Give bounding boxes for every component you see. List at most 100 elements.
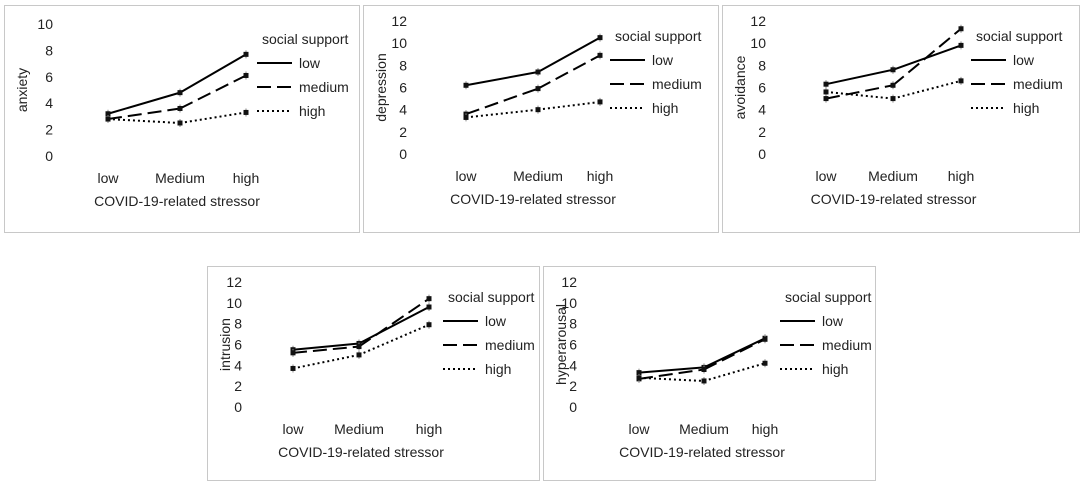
y-tick-label: 2 xyxy=(234,378,242,394)
series-medium xyxy=(823,24,964,103)
x-axis-label: COVID-19-related stressor xyxy=(278,444,444,460)
chart-panel-intrusion: 0 2 4 6 8 10 12 intrusion low Medium high COVID-19-… xyxy=(207,266,540,481)
x-tick-label: Medium xyxy=(679,421,729,437)
x-axis-label: COVID-19-related stressor xyxy=(811,191,977,207)
data-point xyxy=(535,69,541,75)
series-line-segment xyxy=(892,79,962,100)
legend-label: medium xyxy=(485,337,535,353)
data-point xyxy=(463,114,469,120)
series-line-segment xyxy=(465,70,539,87)
data-point xyxy=(958,78,964,84)
legend-label: low xyxy=(822,313,844,329)
chart-panel-avoidance: 0 2 4 6 8 10 12 avoidance low Medium high COVID-19-… xyxy=(722,5,1080,233)
y-tick-label: 0 xyxy=(758,146,766,162)
y-tick-label: 8 xyxy=(234,316,242,332)
legend-label: high xyxy=(485,361,511,377)
chart-svg: 0 2 4 6 8 10 anxiety low Medium high COVID-19-rela… xyxy=(14,16,349,209)
series-line-segment xyxy=(179,74,247,110)
chart-panel-hyperarousal: 0 2 4 6 8 10 12 hyperarousal low Medium high COVID-… xyxy=(543,266,876,481)
legend-title: social support xyxy=(976,28,1062,44)
y-tick-label: 8 xyxy=(758,57,766,73)
series-high xyxy=(105,108,249,127)
series-line-segment xyxy=(537,100,601,111)
series-high xyxy=(636,359,768,385)
data-point xyxy=(105,116,111,122)
y-tick-label: 4 xyxy=(45,95,53,111)
series-line-segment xyxy=(465,108,539,119)
series-line-segment xyxy=(638,376,705,382)
data-point xyxy=(890,82,896,88)
y-tick-label: 6 xyxy=(399,80,407,96)
data-point xyxy=(597,35,603,41)
chart-panel-anxiety: 0 2 4 6 8 10 anxiety low Medium high COVID-19-rela… xyxy=(4,5,360,233)
series-line-segment xyxy=(703,338,766,371)
data-point xyxy=(426,296,432,302)
y-tick-label: 6 xyxy=(234,337,242,353)
data-point xyxy=(762,336,768,342)
y-tick-label: 4 xyxy=(758,102,766,118)
series-line-segment xyxy=(703,337,766,369)
y-tick-label: 4 xyxy=(569,357,577,373)
x-tick-label: Medium xyxy=(334,421,384,437)
data-point xyxy=(177,90,183,96)
y-tick-label: 10 xyxy=(750,35,766,51)
data-point xyxy=(426,322,432,328)
series-line-segment xyxy=(537,54,601,90)
x-tick-label: low xyxy=(282,421,304,437)
data-point xyxy=(243,109,249,115)
series-line-segment xyxy=(825,90,894,100)
data-point xyxy=(636,370,642,376)
series-line-segment xyxy=(892,27,962,87)
y-tick-label: 8 xyxy=(45,42,53,58)
series-line-segment xyxy=(107,107,181,121)
legend-label: medium xyxy=(822,337,872,353)
chart-svg: 0 2 4 6 8 10 12 avoidance low Medium high COVID-19-… xyxy=(732,13,1063,207)
series-line-segment xyxy=(292,353,360,370)
series-line-segment xyxy=(537,36,601,73)
legend-label: medium xyxy=(299,79,349,95)
legend-label: low xyxy=(1013,52,1035,68)
legend-label: low xyxy=(485,313,507,329)
x-tick-label: low xyxy=(815,168,837,184)
series-line-segment xyxy=(358,306,430,345)
series-high xyxy=(823,76,964,103)
data-point xyxy=(958,26,964,32)
x-tick-label: high xyxy=(752,421,778,437)
x-tick-label: high xyxy=(233,170,259,186)
y-tick-label: 6 xyxy=(45,69,53,85)
chart-svg: 0 2 4 6 8 10 12 intrusion low Medium high COVID-19-… xyxy=(217,274,535,460)
data-point xyxy=(356,344,362,350)
y-tick-label: 6 xyxy=(569,337,577,353)
x-axis-label: COVID-19-related stressor xyxy=(94,193,260,209)
data-point xyxy=(823,96,829,102)
series-line-segment xyxy=(292,342,360,351)
series-line-segment xyxy=(465,87,539,116)
legend-label: low xyxy=(652,52,674,68)
series-low xyxy=(463,33,603,90)
legend-label: high xyxy=(652,100,678,116)
legend-label: high xyxy=(299,103,325,119)
y-tick-label: 8 xyxy=(569,316,577,332)
y-tick-label: 12 xyxy=(391,13,407,29)
series-medium xyxy=(636,335,768,383)
data-point xyxy=(290,365,296,371)
data-point xyxy=(105,111,111,117)
y-tick-label: 0 xyxy=(45,148,53,164)
series-line-segment xyxy=(638,366,705,374)
chart-svg: 0 2 4 6 8 10 12 depression low Medium high COVID-19… xyxy=(373,13,702,207)
x-tick-label: high xyxy=(587,168,613,184)
data-point xyxy=(535,107,541,113)
x-tick-label: low xyxy=(455,168,477,184)
y-tick-label: 0 xyxy=(399,146,407,162)
legend-title: social support xyxy=(262,31,348,47)
data-point xyxy=(177,105,183,111)
data-point xyxy=(890,67,896,73)
y-tick-label: 10 xyxy=(561,295,577,311)
legend-title: social support xyxy=(785,289,871,305)
series-medium xyxy=(105,71,249,124)
y-tick-label: 4 xyxy=(399,102,407,118)
legend-label: medium xyxy=(1013,76,1063,92)
y-tick-label: 10 xyxy=(391,35,407,51)
x-axis-label: COVID-19-related stressor xyxy=(450,191,616,207)
y-axis-label: avoidance xyxy=(732,55,748,119)
